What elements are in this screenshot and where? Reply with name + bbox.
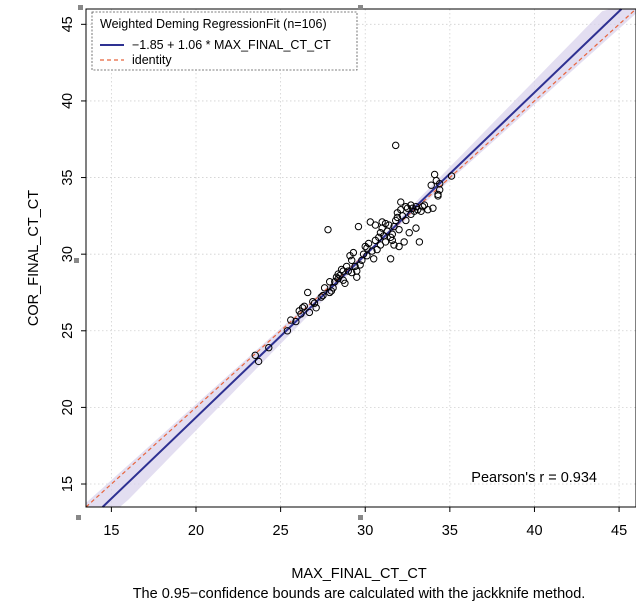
data-point	[251, 351, 259, 360]
data-point	[390, 241, 398, 249]
data-point	[427, 181, 435, 189]
data-point	[354, 222, 363, 231]
x-tick-label: 45	[611, 523, 627, 539]
identity-line	[85, 8, 636, 508]
data-point	[303, 288, 312, 297]
data-point	[319, 291, 327, 300]
x-axis: 15 20 25 30 35 40 45	[74, 5, 627, 539]
data-point	[363, 252, 371, 260]
data-point	[395, 242, 403, 251]
data-point	[402, 202, 410, 211]
x-tick-label: 30	[357, 523, 373, 539]
data-point	[347, 256, 356, 264]
data-point	[309, 297, 317, 306]
data-point	[265, 343, 273, 352]
edge-marker	[358, 5, 363, 10]
data-point	[386, 255, 395, 263]
edge-marker	[358, 515, 363, 520]
data-point	[434, 192, 442, 200]
data-point	[353, 273, 361, 281]
y-tick-label: 15	[60, 476, 76, 492]
x-axis-label: MAX_FINAL_CT_CT	[291, 566, 427, 582]
edge-marker	[76, 515, 81, 520]
data-point	[405, 229, 413, 237]
y-tick-label: 40	[60, 93, 76, 109]
data-point	[341, 279, 349, 287]
data-point	[378, 218, 386, 226]
data-point	[325, 278, 334, 286]
data-point	[415, 238, 424, 246]
data-point	[402, 216, 410, 225]
data-point	[287, 316, 295, 324]
data-point	[356, 261, 364, 269]
data-point	[447, 172, 456, 180]
data-point	[375, 233, 383, 242]
data-point	[429, 204, 437, 212]
data-point	[254, 357, 263, 366]
data-point	[324, 225, 332, 234]
data-point	[320, 284, 329, 292]
y-tick-label: 20	[60, 399, 76, 415]
data-point	[385, 221, 393, 229]
fit-line	[101, 8, 623, 508]
pearson-annotation: Pearson's r = 0.934	[471, 470, 597, 486]
data-point	[369, 255, 378, 263]
y-axis: 15 20 25 30 35 40 45	[60, 16, 86, 492]
data-point	[347, 268, 356, 277]
x-tick-label: 20	[188, 523, 204, 539]
legend: Weighted Deming RegressionFit (n=106) −1…	[91, 11, 358, 71]
data-point	[300, 302, 309, 310]
data-point	[339, 267, 347, 275]
data-point	[351, 262, 359, 271]
data-point	[312, 304, 320, 312]
data-point	[412, 224, 420, 232]
data-point	[397, 198, 405, 206]
data-point	[417, 207, 425, 215]
y-tick-label: 25	[60, 323, 76, 339]
legend-title: Weighted Deming RegressionFit (n=106)	[100, 17, 327, 31]
y-tick-label: 35	[60, 169, 76, 185]
regression-lines	[85, 8, 636, 508]
data-point	[344, 267, 353, 275]
legend-box	[91, 11, 358, 71]
edge-marker	[74, 258, 79, 263]
data-point	[371, 221, 380, 229]
data-point	[283, 327, 292, 335]
chart-caption: The 0.95−confidence bounds are calculate…	[133, 586, 586, 602]
data-point	[298, 304, 307, 312]
legend-identity-label: identity	[132, 53, 172, 67]
x-tick-label: 15	[103, 523, 119, 539]
data-point	[400, 238, 408, 246]
y-tick-label: 45	[60, 16, 76, 32]
edge-marker	[78, 5, 83, 10]
data-point	[292, 317, 300, 326]
data-point	[363, 244, 371, 252]
data-points	[251, 141, 456, 366]
data-point	[317, 293, 325, 301]
data-point	[391, 141, 400, 150]
x-tick-label: 25	[273, 523, 289, 539]
data-point	[395, 225, 403, 234]
data-point	[430, 170, 439, 179]
data-point	[381, 219, 390, 228]
data-point	[310, 299, 319, 307]
y-axis-label: COR_FINAL_CT_CT	[26, 190, 42, 326]
x-tick-label: 40	[526, 523, 542, 539]
data-point	[364, 239, 373, 248]
data-point	[388, 230, 397, 238]
data-point	[381, 238, 390, 246]
data-point	[305, 308, 314, 317]
data-point	[424, 206, 432, 214]
data-point	[359, 250, 368, 258]
data-point	[349, 248, 358, 257]
y-tick-label: 30	[60, 246, 76, 262]
x-tick-label: 35	[442, 523, 458, 539]
legend-fit-label: −1.85 + 1.06 * MAX_FINAL_CT_CT	[132, 38, 331, 52]
data-point	[393, 213, 402, 222]
